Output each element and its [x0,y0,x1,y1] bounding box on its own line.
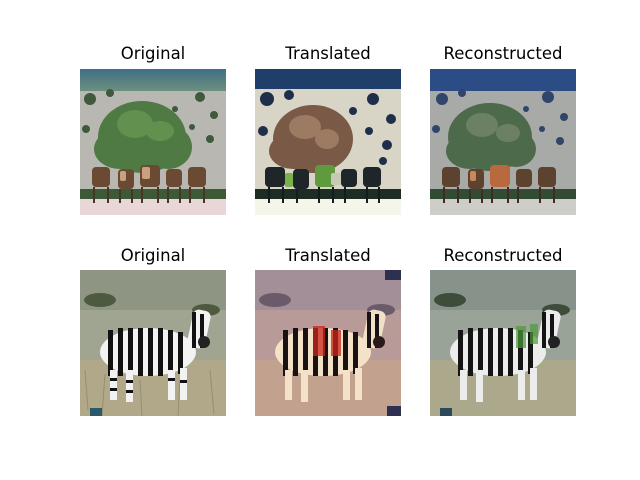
title-original-horses: Original [120,44,186,63]
title-reconstructed-zebra: Reconstructed [443,246,563,265]
title-translated-zebra: Translated [285,246,371,265]
title-translated-horses: Translated [285,44,371,63]
image-reconstructed-zebra [430,270,576,416]
image-original-horses [80,69,226,215]
image-translated-horses [255,69,401,215]
image-original-zebra [80,270,226,416]
title-reconstructed-horses: Reconstructed [443,44,563,63]
title-original-zebra: Original [120,246,186,265]
image-reconstructed-horses [430,69,576,215]
image-translated-zebra [255,270,401,416]
